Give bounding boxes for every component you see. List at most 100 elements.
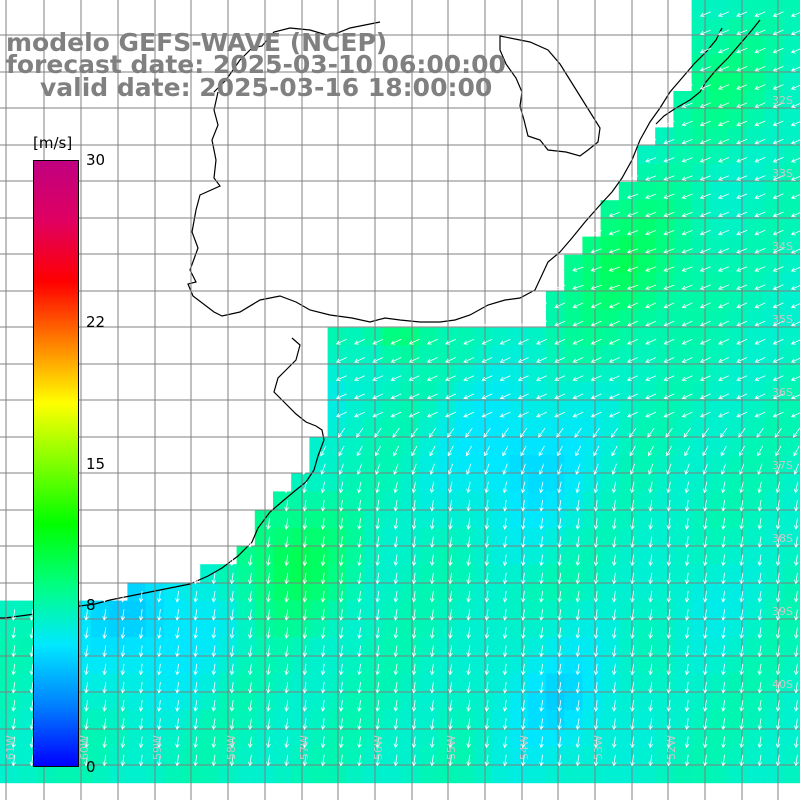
wind-arrow [481,375,493,381]
wind-arrow [339,663,344,676]
wind-speed-cell [455,673,474,693]
wind-speed-cell [473,527,492,547]
wind-speed-cell [0,637,19,656]
wind-speed-cell [345,527,365,547]
wind-arrow [557,718,562,731]
wind-speed-cell [564,691,583,711]
wind-speed-cell [309,546,329,565]
wind-speed-cell [400,655,420,674]
wind-arrow [426,393,438,400]
wind-speed-cell [291,546,310,565]
wind-speed-cell [637,473,656,492]
wind-arrow [357,518,362,530]
wind-speed-cell [655,546,674,565]
wind-arrow [521,536,526,549]
wind-arrow [666,554,672,567]
wind-speed-cell [618,709,638,729]
wind-speed-cell [254,600,274,620]
wind-arrow [372,393,384,400]
wind-arrow [248,536,253,549]
wind-arrow [375,663,380,676]
wind-arrow [645,411,657,418]
wind-arrow [375,645,380,658]
wind-speed-cell [327,600,347,620]
wind-arrow [138,609,144,621]
wind-arrow [575,681,581,694]
wind-speed-cell [455,418,474,438]
title-valid-date: valid date: 2025-03-16 18:00:00 [40,73,493,102]
wind-arrow [284,499,289,512]
wind-speed-cell [364,691,383,711]
wind-speed-cell [618,691,638,711]
wind-arrow [572,338,584,345]
wind-speed-cell [436,582,456,602]
wind-arrow [736,47,748,54]
wind-arrow [266,700,271,712]
colorbar-tick-label: 15 [86,454,106,473]
colorbar-tick-label: 30 [86,151,106,169]
wind-speed-cell [582,546,602,565]
wind-speed-cell [618,527,638,547]
wind-arrow [590,375,602,381]
wind-arrow [754,193,766,199]
longitude-label: 61W [4,735,17,760]
wind-arrow [754,29,766,36]
wind-speed-cell [236,600,256,620]
wind-arrow [572,302,584,309]
wind-arrow [794,736,799,749]
wind-arrow [339,627,344,640]
wind-arrow [102,627,107,640]
wind-speed-cell [782,400,800,420]
wind-arrow [375,590,380,603]
wind-arrow [684,681,690,694]
wind-arrow [445,375,456,381]
wind-speed-cell [309,764,329,784]
wind-speed-cell [327,618,347,638]
wind-speed-cell [109,618,128,638]
wind-speed-cell [127,673,147,693]
wind-arrow [375,518,380,530]
wind-arrow [521,681,526,694]
wind-speed-cell [109,709,128,729]
wind-arrow [630,554,635,567]
wind-speed-cell [691,673,711,693]
wind-speed-cell [764,564,784,583]
wind-arrow [717,266,730,272]
wind-speed-cell [618,673,638,693]
wind-arrow [612,718,617,731]
wind-arrow [699,47,711,54]
wind-speed-cell [127,728,147,747]
wind-speed-cell [509,637,529,656]
wind-arrow [736,302,748,309]
wind-arrow [754,229,766,236]
wind-speed-cell [782,455,800,474]
wind-arrow [608,302,620,309]
wind-arrow [645,248,657,254]
wind-speed-cell [655,582,674,602]
wind-speed-cell [327,436,347,456]
wind-speed-cell [345,618,365,638]
wind-arrow [466,481,471,494]
wind-arrow [772,175,784,181]
wind-arrow [502,681,508,694]
wind-arrow [684,754,690,767]
wind-arrow [645,320,657,327]
wind-speed-cell [746,564,765,583]
wind-arrow [484,463,490,475]
wind-speed-cell [637,564,656,583]
wind-arrow [718,338,729,345]
wind-speed-cell [564,564,583,583]
wind-arrow [775,554,781,567]
wind-speed-cell [491,509,511,529]
wind-arrow [484,554,490,567]
wind-speed-cell [436,527,456,547]
latitude-label: 37S [772,459,793,472]
wind-speed-cell [764,618,784,638]
wind-arrow [521,572,526,585]
wind-speed-cell [546,673,565,693]
wind-speed-cell [345,509,365,529]
wind-speed-cell [0,709,19,729]
wind-speed-cell [673,509,693,529]
wind-arrow [193,681,198,694]
wind-speed-cell [637,600,656,620]
